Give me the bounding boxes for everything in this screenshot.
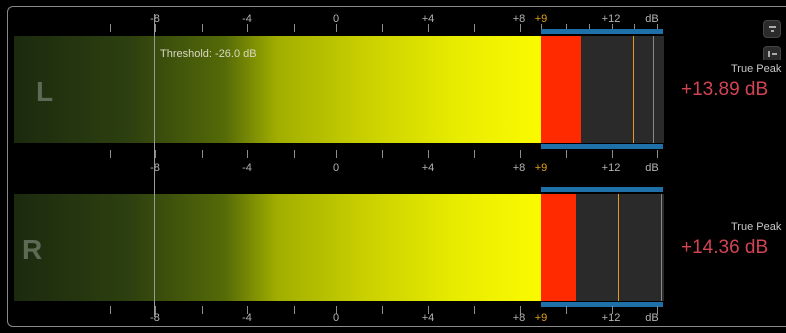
scale-tick <box>294 150 295 158</box>
scale-label: 0 <box>332 312 340 324</box>
true-peak-label-left: True Peak <box>731 63 782 75</box>
headroom-band <box>541 29 663 34</box>
scale-label: -4 <box>242 162 252 174</box>
scale-tick <box>294 306 295 314</box>
scale-label-threshold: +9 <box>534 312 548 324</box>
scale-tick <box>294 24 295 32</box>
scale-label-threshold: +9 <box>534 13 548 25</box>
scale-tick <box>110 24 111 32</box>
headroom-band <box>541 187 663 192</box>
scale-label: +8 <box>512 312 526 324</box>
scale-tick <box>336 306 337 314</box>
scale-tick <box>155 150 156 158</box>
scale-tick <box>657 306 658 314</box>
meter-mode-icon[interactable] <box>763 20 781 38</box>
scale-label: -4 <box>242 312 252 324</box>
scale-label: +8 <box>512 13 526 25</box>
scale-unit: dB <box>645 312 659 324</box>
scale-label: 0 <box>332 13 340 25</box>
threshold-label: Threshold: -26.0 dB <box>160 48 257 60</box>
scale-tick <box>247 306 248 314</box>
scale-tick <box>202 24 203 32</box>
scale-label: +12 <box>601 312 621 324</box>
over-indicator <box>541 36 581 143</box>
scale-label: +12 <box>601 162 621 174</box>
level-fill <box>14 36 541 143</box>
scale-tick <box>202 306 203 314</box>
scale-tick <box>520 306 521 314</box>
scale-tick <box>520 24 521 32</box>
channel-letter: R <box>22 234 43 265</box>
scale-label: -4 <box>242 13 252 25</box>
scale-tick <box>110 306 111 314</box>
scale-tick <box>566 150 567 158</box>
meter-left: L <box>14 36 664 143</box>
true-peak-marker <box>618 194 619 301</box>
over-indicator <box>541 194 576 301</box>
scale-tick <box>566 24 567 32</box>
scale-label: +4 <box>421 13 435 25</box>
scale-tick <box>589 24 590 32</box>
scale-tick <box>474 150 475 158</box>
scale-tick <box>428 24 429 32</box>
headroom-band <box>541 144 663 149</box>
scale-tick <box>336 150 337 158</box>
scale-label: 0 <box>332 162 340 174</box>
scale-tick <box>634 24 635 32</box>
scale-label-threshold: +9 <box>534 162 548 174</box>
scale-unit: dB <box>645 13 659 25</box>
true-peak-value-right[interactable]: +14.36 dB <box>681 237 769 258</box>
level-fill <box>14 194 541 301</box>
scale-tick <box>155 24 156 32</box>
scale-tick <box>428 306 429 314</box>
meter-settings-icon[interactable] <box>763 46 781 60</box>
scale-label: -8 <box>150 312 160 324</box>
scale-label: +8 <box>512 162 526 174</box>
scale-tick <box>657 24 658 32</box>
scale-tick <box>474 306 475 314</box>
scale-tick <box>566 306 567 314</box>
scale-tick <box>202 150 203 158</box>
scale-tick <box>657 150 658 158</box>
scale-label: -8 <box>150 162 160 174</box>
scale-tick <box>520 150 521 158</box>
scale-label: +12 <box>601 13 621 25</box>
scale-tick <box>382 306 383 314</box>
true-peak-marker <box>633 36 634 143</box>
scale-tick <box>382 24 383 32</box>
true-peak-label-right: True Peak <box>731 221 782 233</box>
scale-bottom: -8 -4 0 +4 +8 +9 +12 dB <box>14 306 664 332</box>
scale-tick <box>110 150 111 158</box>
scale-tick <box>612 306 613 314</box>
threshold-line[interactable] <box>154 14 155 317</box>
scale-unit: dB <box>645 162 659 174</box>
scale-tick <box>382 150 383 158</box>
scale-label: +4 <box>421 312 435 324</box>
scale-top: -8 -4 0 +4 +8 +9 +12 dB <box>14 8 664 34</box>
scale-tick <box>612 24 613 32</box>
meter-frame <box>7 6 786 327</box>
scale-tick <box>336 24 337 32</box>
scale-middle: -8 -4 0 +4 +8 +9 +12 dB <box>14 150 664 176</box>
channel-letter: L <box>36 76 54 107</box>
meter-right: R <box>14 194 664 301</box>
scale-end-marker <box>661 194 662 301</box>
headroom-band <box>541 302 663 307</box>
scale-tick <box>612 150 613 158</box>
scale-label: +4 <box>421 162 435 174</box>
scale-tick <box>247 150 248 158</box>
scale-tick <box>155 306 156 314</box>
scale-tick <box>247 24 248 32</box>
scale-tick <box>474 24 475 32</box>
true-peak-value-left[interactable]: +13.89 dB <box>681 79 769 100</box>
scale-tick <box>428 150 429 158</box>
scale-tick <box>541 24 542 32</box>
scale-end-marker <box>653 36 654 143</box>
scale-label: -8 <box>150 13 160 25</box>
